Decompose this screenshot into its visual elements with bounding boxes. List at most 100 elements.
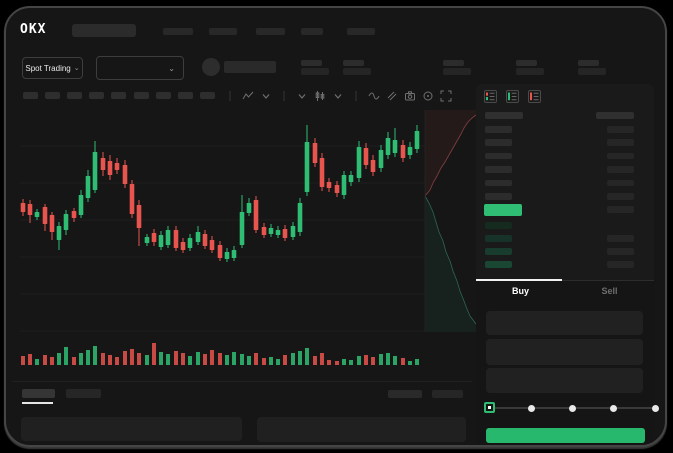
slider-stop-dot[interactable] — [569, 404, 576, 412]
stat-label-placeholder — [516, 60, 537, 66]
chevron-down-icon[interactable] — [260, 90, 272, 102]
interval-button-placeholder[interactable] — [156, 92, 171, 99]
candlestick — [319, 158, 325, 187]
slider-stop-dot[interactable] — [651, 404, 659, 412]
volume-bar — [276, 359, 280, 365]
volume-bar — [298, 351, 302, 365]
candlestick — [370, 160, 376, 172]
candlestick — [165, 230, 171, 245]
bottom-action-placeholder-1[interactable] — [388, 390, 422, 398]
interval-button-placeholder[interactable] — [178, 92, 193, 99]
ask-price-placeholder[interactable] — [485, 166, 512, 173]
order-book-mode-toggles — [484, 90, 541, 103]
volume-bar — [93, 346, 97, 365]
order-input-placeholder[interactable] — [486, 339, 643, 365]
bid-amount-placeholder — [607, 261, 634, 268]
buy-submit-button[interactable] — [486, 428, 645, 443]
volume-bar — [130, 349, 134, 365]
volume-bar — [415, 359, 419, 365]
stat-label-placeholder — [443, 60, 464, 66]
pair-selector-dropdown[interactable]: ⌄ — [96, 56, 184, 80]
compare-icon[interactable] — [386, 90, 398, 102]
bid-price-placeholder[interactable] — [485, 235, 512, 242]
bottom-action-placeholder-2[interactable] — [432, 390, 463, 398]
volume-bar — [283, 355, 287, 365]
market-type-dropdown[interactable]: Spot Trading ⌄ — [22, 57, 83, 79]
wave-icon[interactable] — [368, 90, 380, 102]
volume-bar — [86, 350, 90, 365]
book-header-amount-placeholder — [596, 112, 634, 119]
nav-item-placeholder[interactable] — [301, 28, 323, 35]
divider — [278, 90, 290, 102]
camera-icon[interactable] — [404, 90, 416, 102]
tab-buy[interactable]: Buy — [511, 286, 529, 296]
nav-item-placeholder[interactable] — [347, 28, 375, 35]
price-chart[interactable] — [20, 108, 477, 370]
candlestick — [209, 240, 215, 250]
interval-button-placeholder[interactable] — [134, 92, 149, 99]
bottom-content-placeholder-1 — [21, 417, 242, 441]
candlestick — [239, 212, 245, 245]
book-bids-icon[interactable] — [506, 90, 519, 103]
nav-item-placeholder[interactable] — [256, 28, 285, 35]
bid-price-placeholder[interactable] — [485, 261, 512, 268]
tab-sell[interactable]: Sell — [601, 286, 618, 296]
bottom-tab-active-placeholder[interactable] — [22, 389, 55, 398]
nav-item-placeholder[interactable] — [209, 28, 237, 35]
candlestick — [392, 140, 398, 153]
ask-price-placeholder[interactable] — [485, 193, 512, 200]
slider-stop-dot[interactable] — [527, 404, 535, 412]
slider-stop-dot[interactable] — [610, 404, 618, 412]
book-asks-icon[interactable] — [528, 90, 541, 103]
last-price-bar[interactable] — [484, 204, 522, 216]
interval-button-placeholder[interactable] — [23, 92, 38, 99]
ask-price-placeholder[interactable] — [485, 139, 512, 146]
ask-price-placeholder[interactable] — [485, 126, 512, 133]
candlestick — [268, 228, 274, 234]
volume-bar — [408, 361, 412, 365]
book-both-icon[interactable] — [484, 90, 497, 103]
trendline-icon[interactable] — [242, 90, 254, 102]
bottom-active-tab-underline — [22, 402, 53, 404]
okx-logo[interactable]: OKX — [20, 22, 47, 37]
interval-button-placeholder[interactable] — [67, 92, 82, 99]
bottom-tab-placeholder[interactable] — [66, 389, 101, 398]
order-input-placeholder[interactable] — [486, 311, 643, 335]
ask-amount-placeholder — [607, 179, 634, 187]
interval-button-placeholder[interactable] — [200, 92, 215, 99]
nav-item-placeholder[interactable] — [163, 28, 193, 35]
stat-value-placeholder — [516, 68, 544, 75]
candlestick — [78, 195, 84, 215]
chevron-down-icon: ⌄ — [168, 63, 175, 73]
bid-price-placeholder[interactable] — [485, 248, 512, 255]
chevron-down-icon[interactable] — [296, 90, 308, 102]
amount-slider-handle[interactable] — [484, 402, 495, 413]
candlestick — [100, 158, 106, 170]
interval-button-placeholder[interactable] — [45, 92, 60, 99]
bid-price-placeholder[interactable] — [485, 222, 512, 229]
volume-bar — [159, 352, 163, 365]
interval-button-placeholder[interactable] — [89, 92, 104, 99]
ask-amount-placeholder — [607, 152, 634, 160]
candlestick — [217, 245, 223, 258]
order-input-placeholder[interactable] — [486, 368, 643, 393]
fullscreen-icon[interactable] — [440, 90, 452, 102]
candlestick — [356, 147, 362, 178]
volume-bar — [386, 353, 390, 365]
chevron-down-icon[interactable] — [332, 90, 344, 102]
ask-price-placeholder[interactable] — [485, 152, 512, 160]
coin-avatar — [202, 58, 220, 76]
interval-button-placeholder[interactable] — [111, 92, 126, 99]
volume-bar — [225, 355, 229, 365]
ask-price-placeholder[interactable] — [485, 179, 512, 187]
candlestick — [187, 238, 193, 248]
candles-icon[interactable] — [314, 90, 326, 102]
device-frame: OKX Spot Trading ⌄ ⌄ Buy Sell — [4, 6, 667, 447]
chart-canvas — [20, 110, 477, 365]
volume-bar — [196, 352, 200, 365]
target-icon[interactable] — [422, 90, 434, 102]
candlestick — [151, 233, 157, 242]
book-header-price-placeholder — [485, 112, 523, 119]
candlestick — [275, 230, 281, 235]
volume-bar — [123, 351, 127, 365]
